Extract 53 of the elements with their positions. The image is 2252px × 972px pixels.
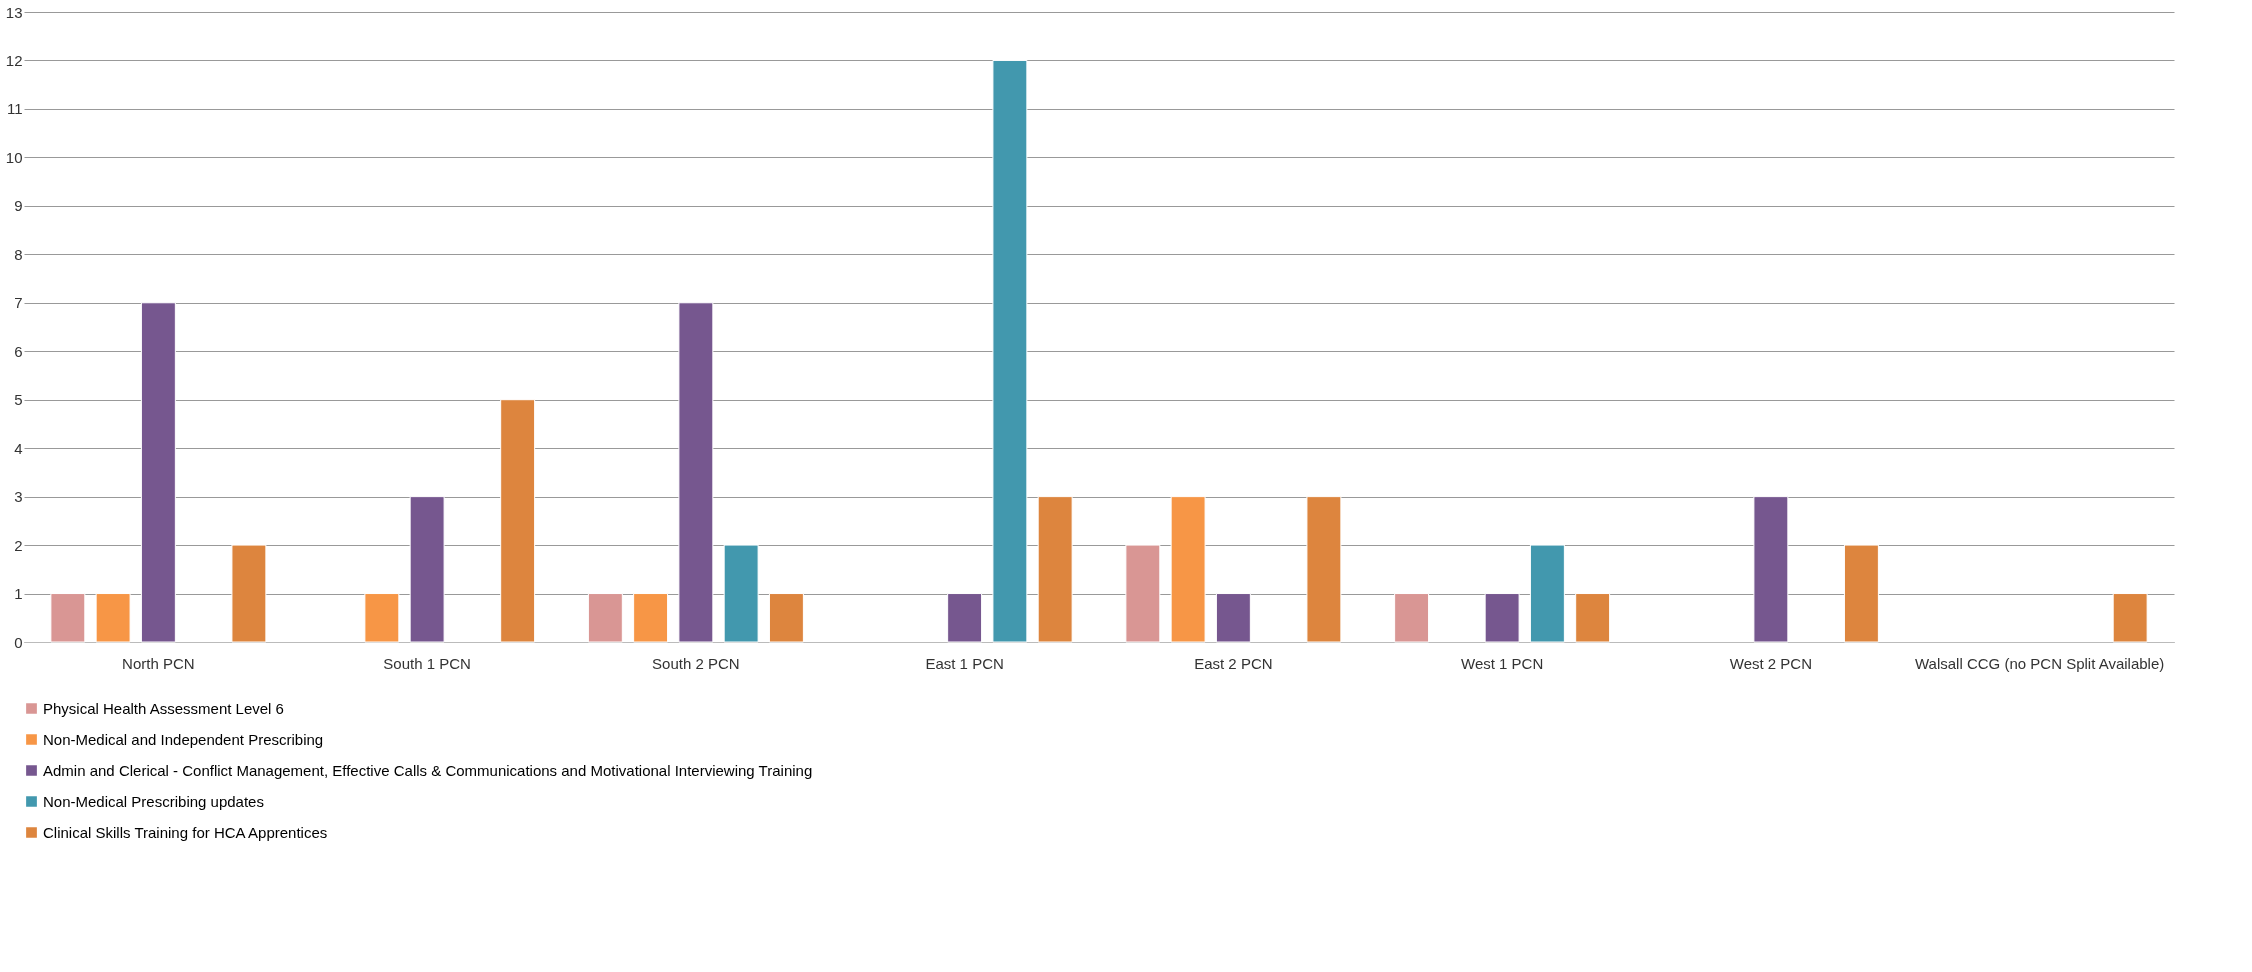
- legend-label: Physical Health Assessment Level 6: [43, 699, 284, 717]
- bar: [1215, 593, 1251, 643]
- y-tick-label: 8: [14, 245, 23, 263]
- x-tick-label: West 1 PCN: [1461, 654, 1544, 672]
- bar: [50, 593, 86, 643]
- bar: [364, 593, 400, 643]
- y-tick-label: 0: [14, 633, 23, 651]
- legend-label: Admin and Clerical - Conflict Management, Effective Calls & Communications and Motivational Interviewing Training: [43, 761, 813, 779]
- y-tick-label: 9: [14, 197, 23, 215]
- bar: [1125, 544, 1161, 643]
- y-tick-label: 6: [14, 342, 23, 360]
- legend-label: Non-Medical Prescribing updates: [43, 792, 264, 810]
- bar: [723, 544, 759, 643]
- x-tick-label: South 1 PCN: [383, 654, 471, 672]
- y-tick-label: 12: [5, 51, 23, 69]
- x-tick-label: East 2 PCN: [1194, 654, 1273, 672]
- bar: [1753, 496, 1789, 643]
- bar: [1529, 544, 1565, 643]
- bar: [95, 593, 131, 643]
- bar: [768, 593, 804, 643]
- y-tick-label: 10: [5, 148, 23, 166]
- bar: [1394, 593, 1430, 643]
- bar: [140, 302, 176, 643]
- x-tick-label: West 2 PCN: [1729, 654, 1812, 672]
- y-tick-label: 11: [6, 100, 23, 118]
- y-tick-label: 2: [14, 536, 23, 554]
- x-tick-label: South 2 PCN: [652, 654, 740, 672]
- bar: [947, 593, 983, 643]
- bar: [1306, 496, 1342, 643]
- x-tick-label: Walsall CCG (no PCN Split Available): [1914, 654, 2165, 672]
- y-tick-label: 7: [14, 294, 23, 312]
- bar: [2112, 593, 2148, 643]
- legend-label: Non-Medical and Independent Prescribing: [43, 730, 324, 748]
- legend-label: Clinical Skills Training for HCA Apprentices: [43, 823, 328, 841]
- bar: [231, 544, 267, 643]
- y-tick-label: 3: [14, 488, 23, 506]
- x-tick-label: North PCN: [122, 654, 195, 672]
- bar: [409, 496, 445, 643]
- bar: [1484, 593, 1520, 643]
- y-tick-label: 13: [5, 3, 23, 21]
- bar: [1037, 496, 1073, 643]
- bar: [500, 399, 536, 643]
- y-tick-label: 5: [14, 391, 23, 409]
- bar: [633, 593, 669, 643]
- x-tick-label: East 1 PCN: [925, 654, 1004, 672]
- bar: [587, 593, 623, 643]
- y-tick-label: 4: [14, 439, 23, 457]
- bar: [678, 302, 714, 643]
- bar: [1575, 593, 1611, 643]
- bar: [992, 59, 1028, 643]
- bar: [1843, 544, 1879, 643]
- bar: [1170, 496, 1206, 643]
- y-tick-label: 1: [14, 585, 23, 603]
